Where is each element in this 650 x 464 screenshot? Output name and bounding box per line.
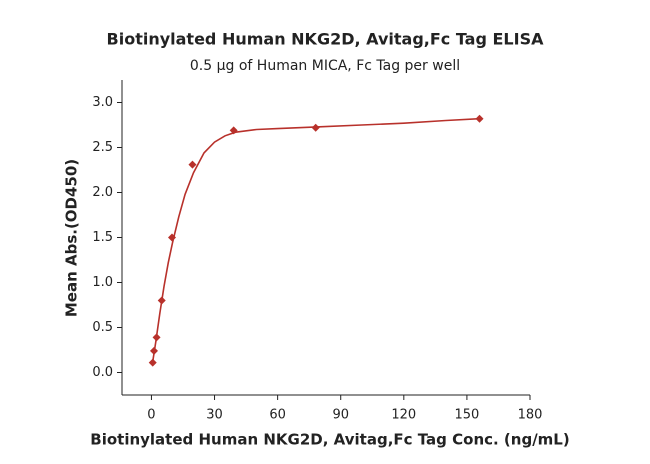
chart-title: Biotinylated Human NKG2D, Avitag,Fc Tag … xyxy=(107,30,545,49)
x-tick-label: 60 xyxy=(269,408,286,423)
data-point xyxy=(311,123,320,132)
y-tick-label: 2.5 xyxy=(92,140,113,155)
x-tick-label: 120 xyxy=(391,408,416,423)
data-point xyxy=(475,114,484,123)
data-point xyxy=(229,126,238,135)
data-point xyxy=(150,346,159,355)
x-tick-label: 90 xyxy=(332,408,349,423)
x-tick-label: 30 xyxy=(206,408,223,423)
data-point xyxy=(148,358,157,367)
y-tick-label: 0.5 xyxy=(92,320,113,335)
data-point xyxy=(188,160,197,169)
data-point xyxy=(157,296,166,305)
x-axis-title: Biotinylated Human NKG2D, Avitag,Fc Tag … xyxy=(90,431,569,449)
data-point xyxy=(167,233,176,242)
x-tick-label: 0 xyxy=(147,408,155,423)
y-tick-label: 3.0 xyxy=(92,95,113,110)
data-point xyxy=(152,333,161,342)
y-tick-label: 1.5 xyxy=(92,230,113,245)
x-tick-label: 150 xyxy=(454,408,479,423)
x-tick-label: 180 xyxy=(518,408,543,423)
y-axis-title: Mean Abs.(OD450) xyxy=(63,159,81,317)
y-tick-label: 0.0 xyxy=(92,365,113,380)
fit-curve xyxy=(151,117,480,362)
chart-subtitle: 0.5 µg of Human MICA, Fc Tag per well xyxy=(190,58,460,74)
y-tick-label: 1.0 xyxy=(92,275,113,290)
y-tick-label: 2.0 xyxy=(92,185,113,200)
